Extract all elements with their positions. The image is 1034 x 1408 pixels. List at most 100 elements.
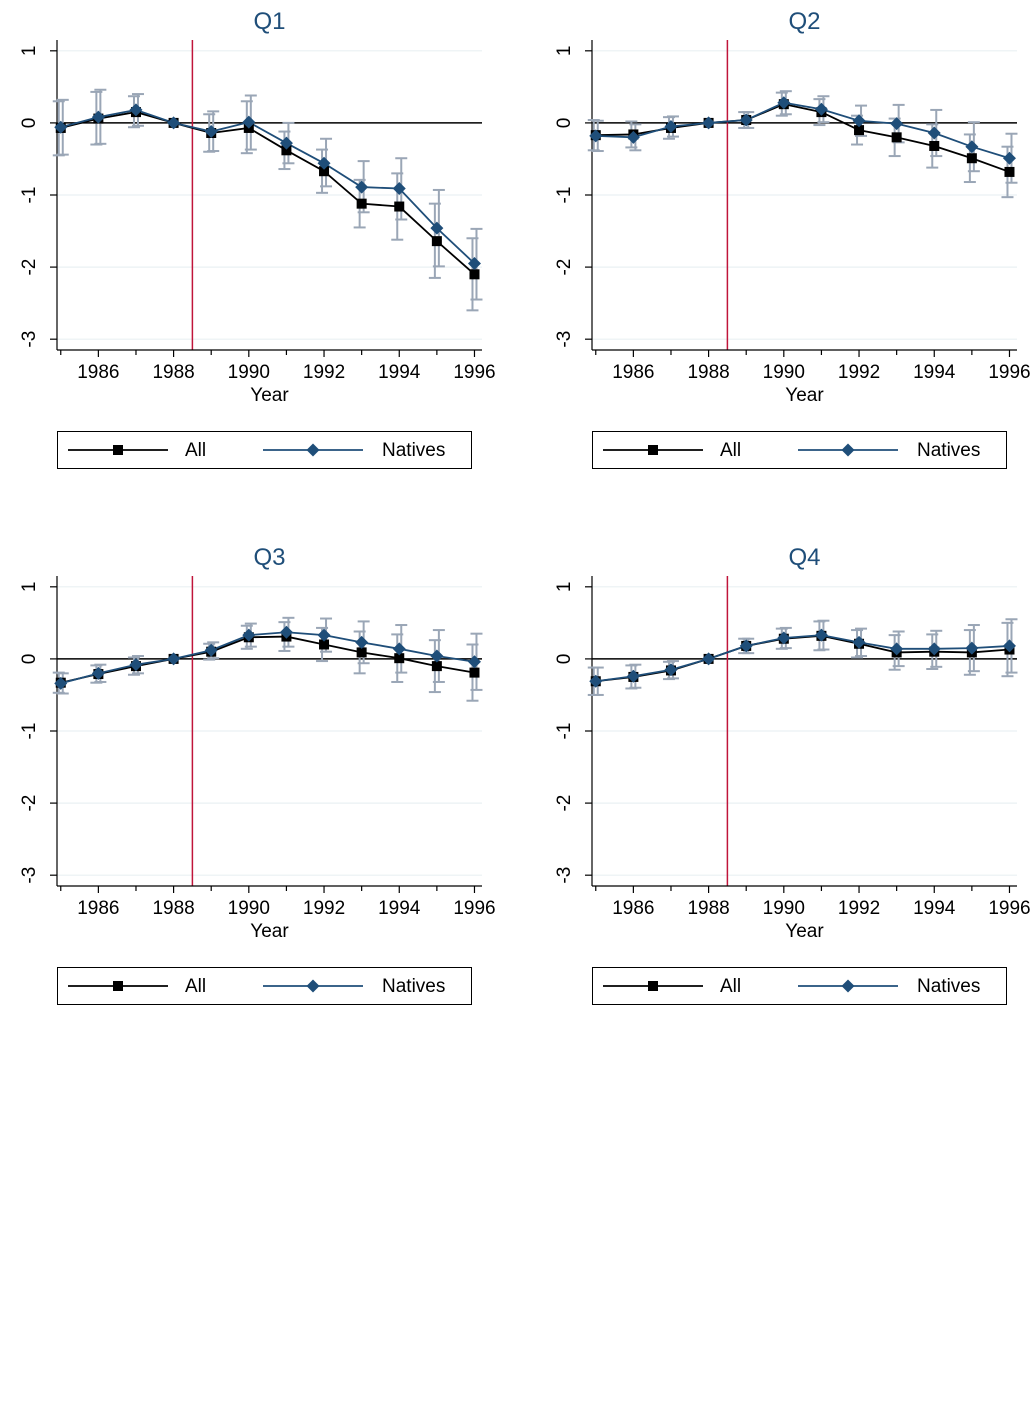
- series-line-all: [60, 635, 475, 684]
- legend-label-natives: Natives: [382, 976, 446, 997]
- chart-title: Q4: [788, 544, 820, 571]
- legend-swatch-all: [68, 981, 168, 991]
- point-natives-1990: [242, 628, 256, 642]
- point-natives-1996: [467, 256, 481, 270]
- point-natives-1985: [54, 120, 68, 134]
- point-natives-1991: [279, 625, 293, 639]
- legend-swatch-all: [603, 981, 703, 991]
- point-natives-1992: [852, 114, 866, 128]
- y-tick-label-0: 0: [554, 654, 575, 665]
- legend-label-natives: Natives: [917, 440, 981, 461]
- x-tick-label-1990: 1990: [763, 362, 805, 383]
- chart-q3: 1 0 -1 -2 -3 1986 1988 1990 1992 1994 1996 Year Q3: [19, 544, 496, 942]
- y-tick-label--3: -3: [19, 867, 40, 884]
- point-natives-1992: [317, 628, 331, 642]
- legend-marker-natives: [841, 979, 855, 993]
- legend-swatch-natives: [798, 443, 898, 457]
- point-all-1992: [319, 639, 330, 650]
- point-natives-1990: [777, 96, 791, 110]
- point-all-1993: [356, 198, 367, 209]
- x-tick-label-1992: 1992: [303, 362, 345, 383]
- point-natives-1988: [167, 116, 181, 130]
- chart-q1: 1 0 -1 -2 -3 1986 1988 1990 1992 1994 1996 Year Q1: [19, 8, 496, 406]
- point-natives-1987: [129, 103, 143, 117]
- x-tick-label-1996: 1996: [988, 362, 1030, 383]
- point-natives-1987: [129, 658, 143, 672]
- y-tick-label--1: -1: [554, 723, 575, 740]
- x-tick-label-1990: 1990: [763, 898, 805, 919]
- x-tick-label-1986: 1986: [612, 362, 654, 383]
- legend-marker-all: [113, 981, 123, 991]
- x-axis-title: Year: [785, 385, 824, 406]
- point-all-1994: [394, 201, 405, 212]
- y-tick-label--1: -1: [19, 187, 40, 204]
- y-tick-label-1: 1: [19, 582, 40, 593]
- point-natives-1985: [589, 674, 603, 688]
- legend-label-natives: Natives: [382, 440, 446, 461]
- y-tick-label--1: -1: [19, 723, 40, 740]
- point-all-1994: [929, 140, 940, 151]
- legend-marker-natives: [841, 443, 855, 457]
- point-natives-1991: [279, 136, 293, 150]
- series-line-natives: [60, 631, 475, 685]
- series-line-natives: [60, 109, 476, 265]
- panel-q1: 1 0 -1 -2 -3 1986 1988 1990 1992 1994 1996 Year Q1 A…: [0, 0, 517, 503]
- y-tick-label--2: -2: [19, 795, 40, 812]
- chart-title: Q1: [253, 8, 285, 35]
- point-natives-1991: [814, 102, 828, 116]
- chart-q2: 1 0 -1 -2 -3 1986 1988 1990 1992 1994 1996 Year Q2: [554, 8, 1031, 406]
- point-all-1995: [431, 661, 442, 672]
- x-tick-label-1996: 1996: [988, 898, 1030, 919]
- y-tick-label-0: 0: [19, 654, 40, 665]
- legend-marker-natives: [306, 979, 320, 993]
- x-tick-label-1994: 1994: [378, 362, 421, 383]
- point-natives-1989: [204, 125, 218, 139]
- x-tick-label-1994: 1994: [913, 898, 956, 919]
- point-natives-1994: [392, 642, 406, 656]
- legend-swatch-all: [68, 445, 168, 455]
- legend-label-all: All: [720, 440, 742, 461]
- point-natives-1991: [814, 628, 828, 642]
- x-tick-label-1988: 1988: [687, 362, 729, 383]
- panel-q3: 1 0 -1 -2 -3 1986 1988 1990 1992 1994 1996 Year Q3 A…: [0, 536, 517, 1039]
- y-tick-label--2: -2: [554, 795, 575, 812]
- y-tick-label--1: -1: [554, 187, 575, 204]
- legend-swatch-natives: [798, 979, 898, 993]
- x-tick-label-1986: 1986: [77, 898, 119, 919]
- x-tick-label-1988: 1988: [152, 898, 194, 919]
- series-line-all: [60, 111, 476, 275]
- point-natives-1994: [927, 642, 941, 656]
- point-natives-1994: [392, 182, 406, 196]
- point-natives-1987: [664, 663, 678, 677]
- point-natives-1993: [355, 180, 369, 194]
- point-natives-1993: [890, 117, 904, 131]
- legend-q1: All Natives: [57, 431, 472, 469]
- legend-label-natives: Natives: [917, 976, 981, 997]
- point-natives-1993: [355, 635, 369, 649]
- legend-label-all: All: [185, 976, 207, 997]
- x-tick-label-1994: 1994: [378, 898, 421, 919]
- x-tick-label-1988: 1988: [152, 362, 194, 383]
- legend-label-all: All: [720, 976, 742, 997]
- x-tick-label-1986: 1986: [77, 362, 119, 383]
- point-natives-1995: [430, 649, 444, 663]
- point-natives-1995: [965, 641, 979, 655]
- x-axis-title: Year: [250, 921, 289, 942]
- point-natives-1988: [167, 652, 181, 666]
- y-tick-label--3: -3: [554, 331, 575, 348]
- point-natives-1995: [430, 221, 444, 235]
- point-natives-1996: [1002, 151, 1016, 165]
- legend-marker-all: [648, 445, 658, 455]
- point-all-1996: [469, 667, 480, 678]
- x-tick-label-1988: 1988: [687, 898, 729, 919]
- point-all-1992: [854, 125, 865, 136]
- chart-title: Q3: [253, 544, 285, 571]
- y-tick-label-1: 1: [19, 46, 40, 57]
- point-all-1994: [394, 653, 405, 664]
- x-tick-label-1990: 1990: [228, 898, 270, 919]
- y-tick-label--3: -3: [554, 867, 575, 884]
- legend-label-all: All: [185, 440, 207, 461]
- point-natives-1988: [702, 652, 716, 666]
- x-axis-title: Year: [250, 385, 289, 406]
- x-tick-label-1992: 1992: [303, 898, 345, 919]
